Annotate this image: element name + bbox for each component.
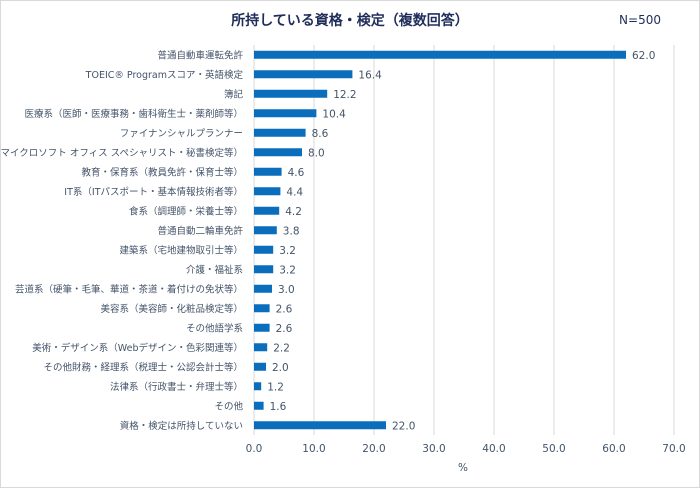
bar (254, 382, 262, 391)
bar (254, 128, 306, 137)
bar (254, 226, 277, 235)
bar (254, 206, 280, 215)
x-tick-label: 70.0 (662, 443, 685, 455)
category-label: 簿記 (224, 88, 244, 100)
chart-title: 所持している資格・検定（複数回答） (231, 13, 469, 29)
bar (254, 50, 626, 59)
data-label: 2.0 (272, 362, 289, 374)
bar (254, 265, 274, 274)
data-label: 1.6 (270, 401, 287, 413)
data-label: 8.6 (312, 128, 329, 140)
category-label: その他財務・経理系（税理士・公認会計士等） (43, 361, 243, 373)
bar (254, 401, 264, 410)
x-tick-label: 30.0 (422, 443, 445, 455)
category-label: 法律系（行政書士・弁理士等） (110, 381, 243, 393)
data-label: 22.0 (392, 420, 415, 432)
data-label: 8.0 (308, 147, 325, 159)
x-tick-label: 40.0 (482, 443, 505, 455)
bar (254, 323, 270, 332)
bar (254, 284, 272, 293)
category-label: 医療系（医師・医療事務・歯科衛生士・薬剤師等） (24, 108, 243, 120)
bar (254, 109, 317, 118)
x-tick-label: 10.0 (302, 443, 325, 455)
data-label: 2.6 (276, 303, 293, 315)
bar (254, 148, 302, 157)
category-label: 介護・福祉系 (186, 264, 243, 276)
sample-size-label: N=500 (619, 13, 661, 27)
category-label: TOEIC® Programスコア・英語検定 (85, 69, 244, 81)
data-label: 4.6 (288, 167, 305, 179)
x-tick-label: 50.0 (542, 443, 565, 455)
category-label: 芸道系（硬筆・毛筆、華道・茶道・着付けの免状等） (15, 283, 243, 295)
category-label: 普通自動車運転免許 (157, 49, 243, 61)
data-label: 62.0 (632, 50, 655, 62)
category-label: 美容系（美容師・化粧品検定等） (100, 303, 243, 315)
category-label: ファイナンシャルプランナー (120, 128, 243, 139)
bar (254, 343, 268, 352)
data-label: 3.2 (279, 264, 296, 276)
bar (254, 245, 274, 254)
data-label: 12.2 (333, 89, 356, 101)
data-label: 3.0 (278, 284, 295, 296)
category-label: IT系（ITパスポート・基本情報技術者等） (64, 186, 243, 198)
category-label: 普通自動二輪車免許 (157, 225, 243, 237)
data-label: 1.2 (267, 381, 284, 393)
category-label: 美術・デザイン系（Webデザイン・色彩関連等） (32, 342, 243, 354)
category-label: 建築系（宅地建物取引士等） (119, 244, 243, 256)
x-axis-label: % (458, 462, 468, 474)
bar (254, 89, 328, 98)
x-tick-label: 0.0 (246, 443, 263, 455)
x-tick-label: 20.0 (362, 443, 385, 455)
data-label: 16.4 (358, 69, 382, 81)
category-label: ビジネス系（マイクロソフト オフィス スペシャリスト・秘書検定等） (0, 147, 243, 159)
x-tick-label: 60.0 (602, 443, 625, 455)
category-label: 教育・保育系（教員免許・保育士等） (81, 166, 243, 178)
data-label: 2.2 (273, 342, 290, 354)
bar (254, 187, 281, 196)
data-label: 2.6 (276, 323, 293, 335)
data-label: 3.8 (283, 225, 300, 237)
category-label: 資格・検定は所持していない (120, 420, 243, 432)
bar (254, 70, 353, 79)
category-label: 食系（調理師・栄養士等） (129, 205, 243, 217)
bar (254, 167, 282, 176)
category-label: その他 (214, 400, 243, 412)
data-label: 4.4 (286, 186, 303, 198)
bar (254, 421, 386, 430)
bar (254, 304, 270, 313)
category-label: その他語学系 (186, 322, 243, 334)
data-label: 10.4 (322, 108, 346, 120)
data-label: 3.2 (279, 245, 296, 257)
data-label: 4.2 (285, 206, 302, 218)
bar (254, 362, 266, 371)
